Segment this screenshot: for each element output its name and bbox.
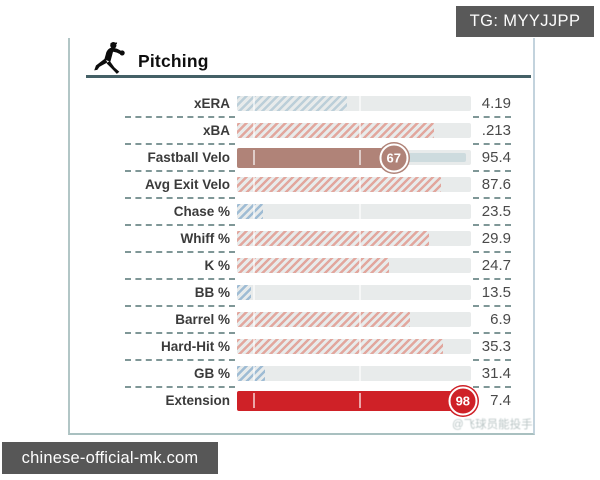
stat-bar	[237, 312, 411, 327]
stat-label: GB %	[193, 366, 230, 381]
stat-track	[237, 339, 471, 354]
stat-value: 87.6	[481, 176, 511, 193]
percentile-badge: 67	[379, 143, 409, 172]
stat-bar	[237, 258, 390, 273]
stat-track	[237, 231, 471, 246]
stat-row: Hard-Hit % 35.3	[72, 332, 512, 360]
stat-bar	[237, 123, 434, 138]
stat-track	[237, 96, 471, 111]
chart-title: Pitching	[138, 51, 209, 71]
stat-track: 98	[237, 386, 478, 415]
telegram-badge: TG: MYYJJPP	[456, 6, 594, 37]
stat-label: Fastball Velo	[147, 150, 230, 165]
track-tick	[358, 312, 361, 327]
stat-label: xERA	[193, 96, 230, 111]
stat-bar	[237, 147, 394, 168]
stat-track: 67	[237, 143, 471, 172]
track-tick	[358, 204, 361, 219]
stat-row: GB % 31.4	[72, 359, 512, 387]
stat-label: Avg Exit Velo	[144, 177, 230, 192]
stat-label: Chase %	[173, 204, 230, 219]
percentile-chart: xERA 4.19 xBA .213 Fastball Velo 67 95.4…	[72, 90, 512, 415]
stat-track	[237, 258, 471, 273]
track-tick	[358, 258, 361, 273]
stat-value: 13.5	[481, 284, 511, 301]
stat-row: Extension 98 7.4	[72, 386, 512, 415]
stat-value: 35.3	[481, 338, 511, 355]
stat-row: Fastball Velo 67 95.4	[72, 143, 512, 172]
track-remainder	[398, 153, 467, 162]
track-tick	[358, 177, 361, 192]
track-tick	[253, 123, 256, 138]
stat-bar	[237, 390, 467, 411]
track-tick	[358, 231, 361, 246]
stat-value: 29.9	[481, 230, 511, 247]
stat-value: 24.7	[481, 257, 511, 274]
stat-value: 95.4	[481, 149, 511, 166]
stat-track	[237, 204, 471, 219]
stat-label: BB %	[194, 285, 230, 300]
stat-bar	[237, 366, 266, 381]
stat-row: Avg Exit Velo 87.6	[72, 170, 512, 198]
stat-track	[237, 177, 471, 192]
track-tick	[253, 285, 256, 300]
percentile-badge: 98	[448, 386, 478, 415]
weibo-watermark: @飞球员能投手	[452, 419, 533, 431]
stat-bar	[237, 231, 429, 246]
stat-row: Chase % 23.5	[72, 197, 512, 225]
stat-label: Whiff %	[180, 231, 231, 246]
pitcher-icon	[94, 41, 125, 74]
site-badge-text: chinese-official-mk.com	[21, 448, 199, 467]
track-tick	[253, 150, 256, 165]
stat-label: Barrel %	[175, 312, 230, 327]
track-tick	[253, 258, 256, 273]
track-tick	[253, 393, 256, 408]
track-tick	[358, 366, 361, 381]
track-tick	[253, 177, 256, 192]
stat-value: .213	[481, 122, 511, 139]
stat-row: Whiff % 29.9	[72, 224, 512, 252]
stat-bar	[237, 339, 443, 354]
stat-label: xBA	[202, 123, 230, 138]
track-tick	[253, 96, 256, 111]
stat-label: Extension	[165, 393, 230, 408]
stat-row: Barrel % 6.9	[72, 305, 512, 333]
stat-track	[237, 366, 471, 381]
stat-bar	[237, 204, 263, 219]
track-tick	[253, 231, 256, 246]
track-tick	[253, 339, 256, 354]
track-tick	[358, 96, 361, 111]
track-tick	[358, 150, 361, 165]
track-tick	[358, 393, 361, 408]
stat-label: K %	[204, 258, 230, 273]
stat-bar	[237, 96, 347, 111]
stat-label: Hard-Hit %	[160, 339, 230, 354]
stat-value: 4.19	[481, 95, 511, 112]
stat-row: K % 24.7	[72, 251, 512, 279]
track-tick	[358, 339, 361, 354]
telegram-badge-text: TG: MYYJJPP	[469, 12, 581, 30]
stat-row: BB % 13.5	[72, 278, 512, 306]
stat-value: 23.5	[481, 203, 511, 220]
track-tick	[358, 123, 361, 138]
stat-track	[237, 285, 471, 300]
stat-row: xBA .213	[72, 116, 512, 144]
track-tick	[253, 312, 256, 327]
stat-row: xERA 4.19	[72, 90, 512, 117]
stat-value: 7.4	[490, 392, 511, 409]
stat-bar	[237, 177, 441, 192]
stat-value: 6.9	[490, 311, 511, 328]
stat-value: 31.4	[481, 365, 511, 382]
stat-track	[237, 312, 471, 327]
stats-card	[68, 38, 535, 435]
track-tick	[358, 285, 361, 300]
track-tick	[253, 204, 256, 219]
stat-track	[237, 123, 471, 138]
title-underline	[86, 75, 531, 78]
site-badge: chinese-official-mk.com	[2, 442, 218, 474]
track-tick	[253, 366, 256, 381]
stat-bar	[237, 285, 252, 300]
